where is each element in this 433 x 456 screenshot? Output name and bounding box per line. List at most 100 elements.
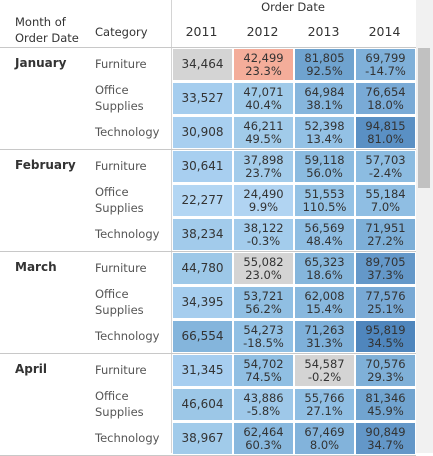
category-label[interactable]: Technology [95,329,160,343]
table-cell[interactable]: 44,780 [173,253,232,284]
table-cell[interactable]: 53,721 56.2% [234,287,293,318]
cell-percent-change: 48.4% [306,233,343,248]
table-cell[interactable]: 42,499 23.3% [234,49,293,80]
cell-value: 46,211 [243,118,284,133]
cell-percent-change: 8.0% [309,437,340,452]
table-cell[interactable]: 77,576 25.1% [356,287,415,318]
table-cell[interactable]: 30,908 [173,117,232,148]
cell-value: 34,464 [181,57,224,71]
month-label[interactable]: February [15,158,76,172]
table-cell[interactable]: 89,705 37.3% [356,253,415,284]
cell-percent-change: 9.9% [248,199,279,214]
cell-percent-change: 81.0% [367,131,404,146]
table-cell[interactable]: 38,967 [173,423,232,454]
table-cell[interactable]: 62,464 60.3% [234,423,293,454]
month-label[interactable]: March [15,260,57,274]
table-cell[interactable]: 46,211 49.5% [234,117,293,148]
table-cell[interactable]: 95,819 34.5% [356,321,415,352]
table-cell[interactable]: 38,122 -0.3% [234,219,293,250]
table-cell[interactable]: 55,082 23.0% [234,253,293,284]
category-label[interactable]: Furniture [95,57,147,71]
table-cell[interactable]: 90,849 34.7% [356,423,415,454]
category-label[interactable]: Technology [95,227,160,241]
cell-value: 34,395 [181,295,224,309]
table-cell[interactable]: 31,345 [173,355,232,386]
month-label[interactable]: April [15,362,48,376]
table-cell[interactable]: 81,346 45.9% [356,389,415,420]
cell-percent-change: -5.8% [246,403,281,418]
table-cell[interactable]: 54,273 -18.5% [234,321,293,352]
table-cell[interactable]: 38,234 [173,219,232,250]
category-label[interactable]: Office Supplies [95,184,147,216]
table-cell[interactable]: 69,799 -14.7% [356,49,415,80]
category-label[interactable]: Office Supplies [95,82,147,114]
cell-value: 44,780 [181,261,224,275]
table-cell[interactable]: 33,527 [173,83,232,114]
year-header-2014[interactable]: 2014 [368,24,401,39]
table-cell[interactable]: 67,469 8.0% [295,423,354,454]
category-label[interactable]: Furniture [95,261,147,275]
table-cell[interactable]: 70,576 29.3% [356,355,415,386]
cell-percent-change: 7.0% [370,199,401,214]
table-cell[interactable]: 55,766 27.1% [295,389,354,420]
year-header-2013[interactable]: 2013 [307,24,340,39]
table-cell[interactable]: 81,805 92.5% [295,49,354,80]
table-cell[interactable]: 71,263 31.3% [295,321,354,352]
table-cell[interactable]: 46,604 [173,389,232,420]
table-cell[interactable]: 30,641 [173,151,232,182]
cell-value: 59,118 [304,152,345,167]
table-cell[interactable]: 24,490 9.9% [234,185,293,216]
cell-value: 94,815 [365,118,406,133]
category-label-text: Office Supplies [95,185,144,215]
cell-value: 54,273 [243,322,284,337]
table-cell[interactable]: 51,553 110.5% [295,185,354,216]
cell-value: 76,654 [365,84,406,99]
cell-percent-change: 13.4% [306,131,343,146]
category-label[interactable]: Technology [95,431,160,445]
table-cell[interactable]: 56,569 48.4% [295,219,354,250]
category-label-text: Office Supplies [95,389,144,419]
table-cell[interactable]: 65,323 18.6% [295,253,354,284]
month-group: March Furniture 44,780 55,082 23.0% 65,323 18.… [0,252,416,354]
table-cell[interactable]: 47,071 40.4% [234,83,293,114]
table-cell[interactable]: 37,898 23.7% [234,151,293,182]
year-header-2011[interactable]: 2011 [185,24,218,39]
table-cell[interactable]: 55,184 7.0% [356,185,415,216]
table-cell[interactable]: 66,554 [173,321,232,352]
table-cell[interactable]: 34,395 [173,287,232,318]
month-column-header[interactable]: Month of Order Date [15,15,79,45]
category-label[interactable]: Furniture [95,159,147,173]
table-cell[interactable]: 43,886 -5.8% [234,389,293,420]
cell-percent-change: 45.9% [367,403,404,418]
category-label[interactable]: Office Supplies [95,388,147,420]
table-cell[interactable]: 54,587 -0.2% [295,355,354,386]
table-cell[interactable]: 34,464 [173,49,232,80]
month-label[interactable]: January [15,56,67,70]
cell-percent-change: 27.2% [367,233,404,248]
cell-percent-change: 18.6% [306,267,343,282]
table-cell[interactable]: 94,815 81.0% [356,117,415,148]
column-divider [171,0,172,453]
table-cell[interactable]: 57,703 -2.4% [356,151,415,182]
table-cell[interactable]: 54,702 74.5% [234,355,293,386]
category-label[interactable]: Office Supplies [95,286,147,318]
category-column-header[interactable]: Category [95,25,148,39]
scrollbar-thumb[interactable] [418,48,430,188]
table-cell[interactable]: 52,398 13.4% [295,117,354,148]
cell-value: 54,702 [243,356,284,371]
cell-value: 52,398 [304,118,345,133]
table-cell[interactable]: 22,277 [173,185,232,216]
category-label[interactable]: Technology [95,125,160,139]
table-cell[interactable]: 76,654 18.0% [356,83,415,114]
table-cell[interactable]: 71,951 27.2% [356,219,415,250]
cell-value: 90,849 [365,424,406,439]
cell-percent-change: 60.3% [245,437,282,452]
cell-percent-change: 29.3% [367,369,404,384]
table-cell[interactable]: 62,008 15.4% [295,287,354,318]
category-label[interactable]: Furniture [95,363,147,377]
cell-value: 42,499 [243,50,284,65]
year-header-2012[interactable]: 2012 [246,24,279,39]
table-cell[interactable]: 59,118 56.0% [295,151,354,182]
table-cell[interactable]: 64,984 38.1% [295,83,354,114]
cell-percent-change: 37.3% [367,267,404,282]
